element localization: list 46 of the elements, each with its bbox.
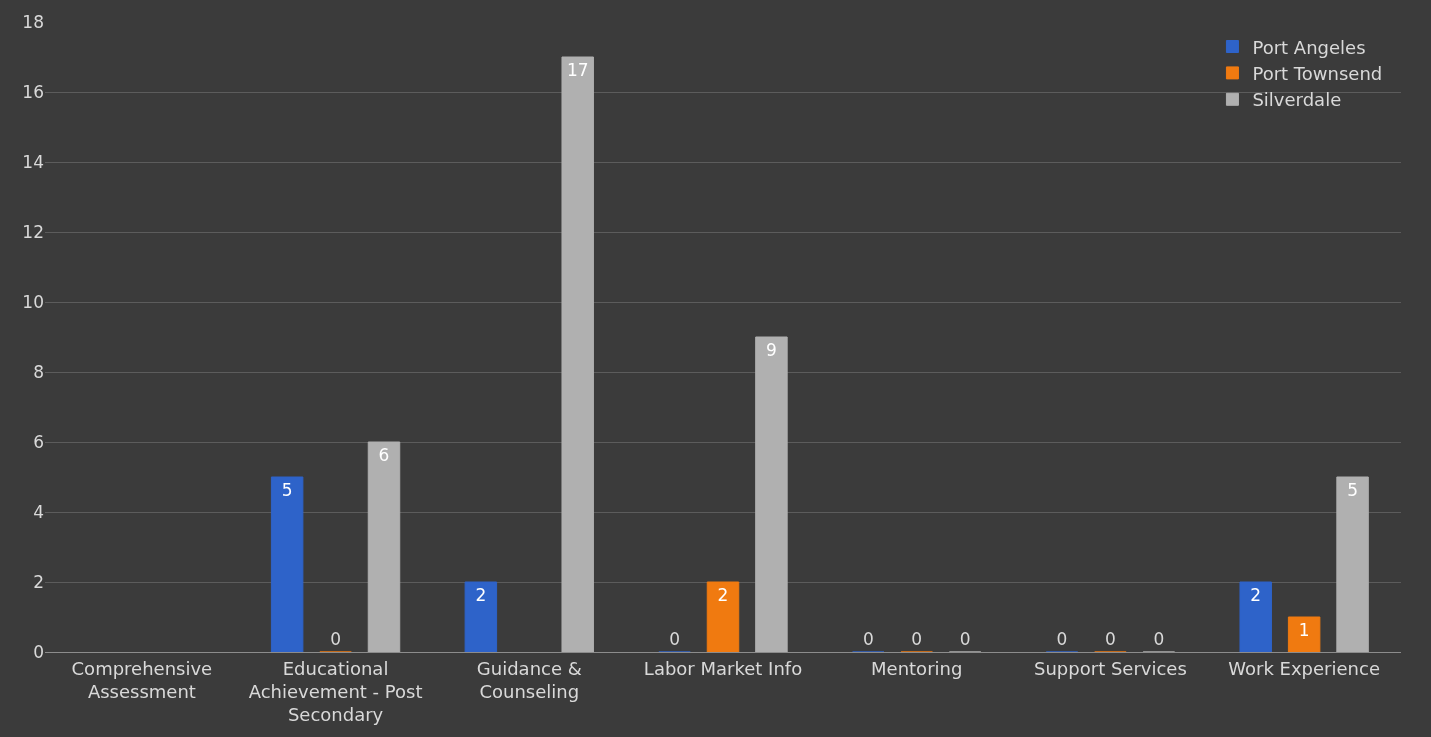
y-tick-label: 2 xyxy=(33,571,44,592)
x-tick-label: Comprehensive Assessment xyxy=(71,657,213,702)
data-label: 0 xyxy=(669,629,680,649)
data-label: 1 xyxy=(1298,620,1310,640)
data-label: 17 xyxy=(566,60,589,80)
x-tick-label: Educational Achievement - Post Secondary xyxy=(248,657,423,726)
data-label: 0 xyxy=(959,629,971,649)
data-label: 9 xyxy=(766,340,777,360)
data-label: 2 xyxy=(475,585,487,605)
y-tick-label: 12 xyxy=(22,221,44,242)
data-label: 0 xyxy=(862,629,874,649)
y-tick-label: 14 xyxy=(22,151,44,172)
data-label: 2 xyxy=(717,585,729,605)
y-tick-label: 10 xyxy=(22,291,44,312)
y-tick-label: 6 xyxy=(33,431,44,452)
x-tick-label: Mentoring xyxy=(871,657,963,679)
data-label: 0 xyxy=(330,629,341,649)
bar xyxy=(367,441,401,652)
data-label: 0 xyxy=(1105,629,1116,649)
y-tick-label: 18 xyxy=(22,11,44,32)
legend-label: Port Angeles xyxy=(1252,36,1366,58)
bar xyxy=(706,581,740,652)
data-label: 5 xyxy=(1347,480,1358,500)
data-label: 0 xyxy=(911,629,923,649)
legend-label: Silverdale xyxy=(1252,89,1342,111)
bar xyxy=(270,476,304,652)
bar xyxy=(1239,581,1272,652)
x-tick-label: Labor Market Info xyxy=(643,657,803,679)
y-tick-label: 0 xyxy=(33,641,44,662)
legend-label: Port Townsend xyxy=(1252,62,1383,84)
data-label: 6 xyxy=(378,445,390,465)
data-label: 2 xyxy=(1250,585,1262,605)
y-tick-label: 4 xyxy=(33,501,44,522)
data-label: 0 xyxy=(1056,629,1068,649)
x-tick-label: Support Services xyxy=(1034,657,1187,679)
data-label: 5 xyxy=(281,480,293,500)
x-tick-label: Guidance & Counseling xyxy=(476,657,582,702)
bar xyxy=(1336,476,1369,652)
y-tick-label: 16 xyxy=(22,81,44,102)
bar xyxy=(755,336,788,652)
bar xyxy=(561,56,594,652)
bar xyxy=(1287,616,1321,652)
data-label: 0 xyxy=(1153,629,1165,649)
bar xyxy=(464,581,498,652)
y-tick-label: 8 xyxy=(33,361,44,382)
x-tick-label: Work Experience xyxy=(1228,657,1380,679)
